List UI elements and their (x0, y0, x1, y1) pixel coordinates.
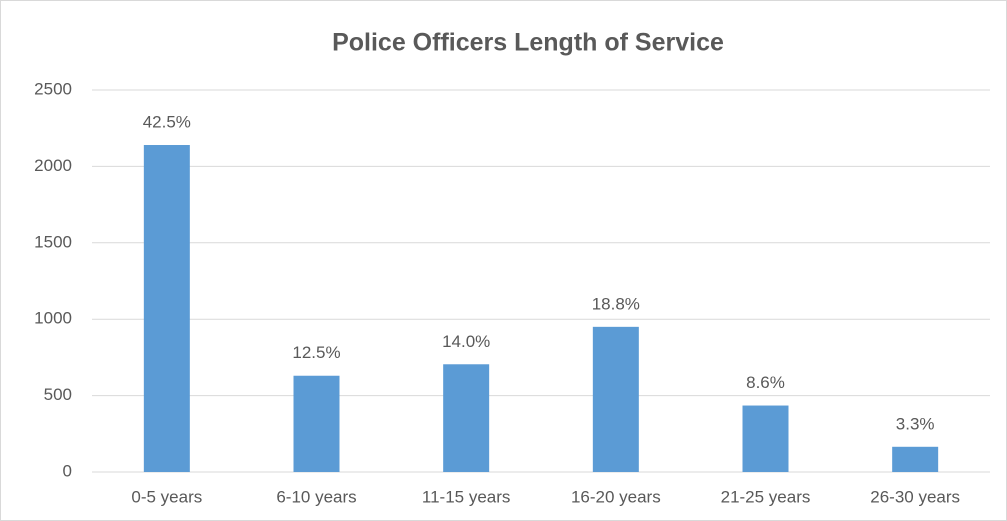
bar (443, 364, 490, 472)
y-tick-label: 2000 (34, 156, 72, 175)
x-tick-label: 11-15 years (422, 487, 511, 506)
data-label: 8.6% (746, 373, 785, 392)
bar (592, 326, 639, 472)
y-tick-label: 0 (63, 461, 72, 480)
chart-title: Police Officers Length of Service (332, 29, 724, 57)
y-tick-label: 1500 (34, 232, 72, 251)
x-tick-label: 16-20 years (571, 487, 661, 506)
x-tick-label: 26-30 years (870, 487, 960, 506)
y-tick-label: 500 (44, 385, 72, 404)
bar (143, 145, 190, 472)
x-tick-label: 21-25 years (721, 487, 811, 506)
x-tick-label: 0-5 years (131, 487, 202, 506)
data-label: 12.5% (292, 343, 340, 362)
data-label: 3.3% (896, 414, 935, 433)
x-tick-label: 6-10 years (276, 487, 356, 506)
y-tick-label: 2500 (34, 79, 72, 98)
bar (293, 375, 340, 472)
data-label: 42.5% (143, 112, 191, 131)
y-tick-label: 1000 (34, 309, 72, 328)
bar (742, 405, 789, 472)
bar (892, 446, 939, 472)
data-label: 18.8% (592, 294, 640, 313)
data-label: 14.0% (442, 332, 490, 351)
